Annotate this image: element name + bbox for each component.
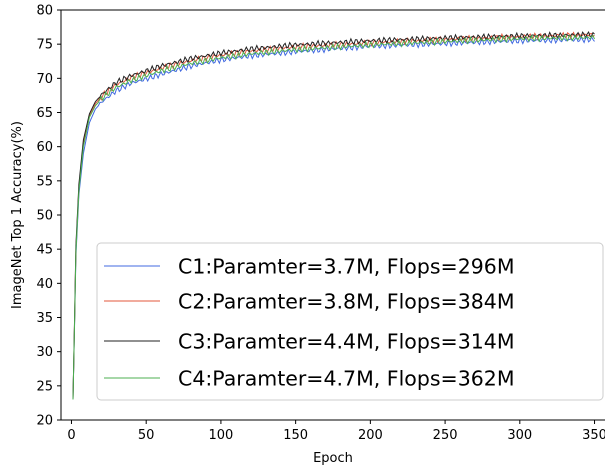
legend-entry: C4:Paramter=4.7M, Flops=362M (178, 367, 515, 391)
y-axis-title: ImageNet Top 1 Accuracy(%) (10, 121, 25, 309)
plot-area (72, 31, 595, 400)
y-tick-label: 50 (36, 209, 53, 224)
legend-entry: C1:Paramter=3.7M, Flops=296M (178, 255, 515, 279)
axes: 20 25 30 35 40 45 50 55 60 65 70 75 80 0 50 100 150 200 25… (36, 4, 605, 443)
x-tick-label: 300 (507, 428, 532, 443)
y-tick-label: 25 (36, 379, 53, 394)
y-tick-label: 35 (36, 311, 53, 326)
legend-entry: C3:Paramter=4.4M, Flops=314M (178, 330, 515, 354)
y-tick-label: 30 (36, 345, 53, 360)
x-axis-title: Epoch (313, 451, 353, 466)
legend-frame (96, 242, 604, 401)
x-tick-label: 250 (433, 428, 458, 443)
y-tick-label: 80 (36, 4, 53, 19)
x-tick-label: 100 (208, 428, 233, 443)
y-tick-label: 40 (36, 277, 53, 292)
x-tick-label: 200 (358, 428, 383, 443)
y-tick-label: 65 (36, 106, 53, 121)
y-tick-label: 45 (36, 243, 53, 258)
x-tick-label: 0 (67, 428, 75, 443)
legend-entry: C2:Paramter=3.8M, Flops=384M (178, 290, 515, 314)
series-line (72, 31, 595, 400)
y-tick-label: 20 (36, 414, 53, 429)
y-tick-label: 70 (36, 72, 53, 87)
legend: C1:Paramter=3.7M, Flops=296M C2:Paramter=… (96, 242, 604, 401)
x-tick-label: 150 (283, 428, 308, 443)
y-tick-label: 55 (36, 174, 53, 189)
y-tick-label: 75 (36, 38, 53, 53)
x-tick-label: 50 (138, 428, 155, 443)
y-tick-label: 60 (36, 140, 53, 155)
x-tick-label: 350 (582, 428, 605, 443)
series-line (72, 33, 595, 400)
series-line (72, 35, 595, 400)
